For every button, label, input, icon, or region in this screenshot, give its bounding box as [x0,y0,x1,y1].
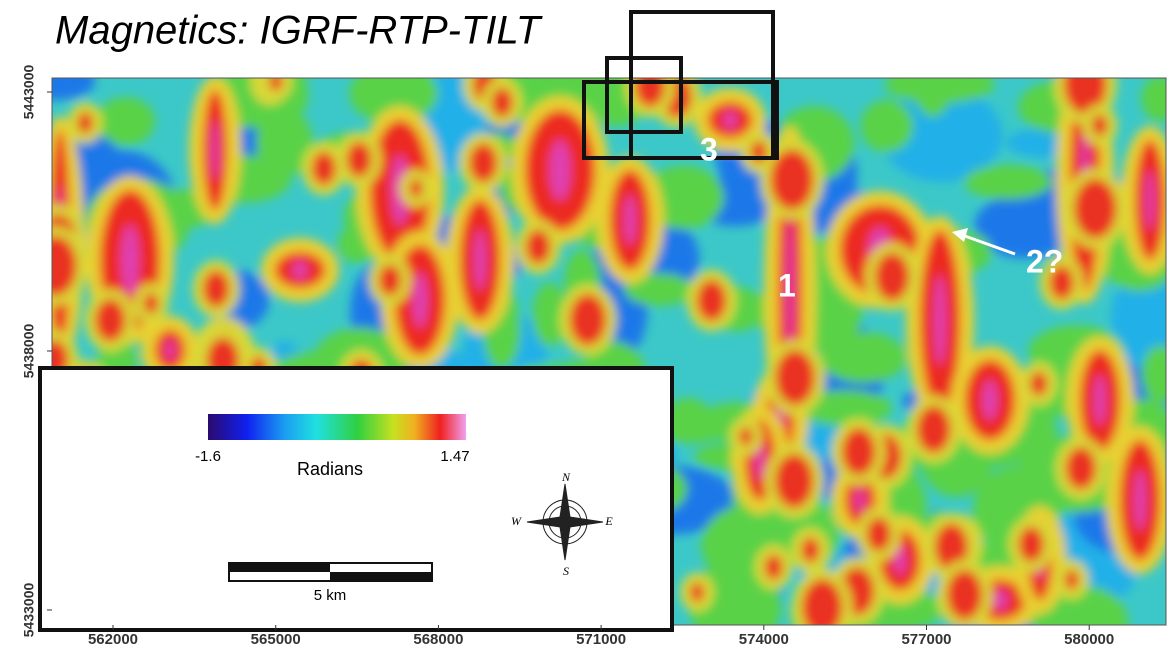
y-tick-label: 5443000 [21,65,37,120]
high-zone [1066,447,1096,489]
high-zone [293,261,308,279]
high-zone [917,406,951,453]
title: Magnetics: IGRF-RTP-TILT [55,9,543,53]
high-zone [739,427,752,445]
high-zone [413,273,428,328]
high-zone [166,340,175,360]
mid-zone [913,50,952,117]
high-zone [269,72,282,91]
high-zone [765,555,783,580]
high-zone [379,265,401,296]
colorbar [208,414,466,440]
x-tick-label: 562000 [88,631,138,648]
high-zone [842,428,876,475]
legend-box [40,368,672,630]
high-zone [550,140,571,200]
high-zone [492,88,513,117]
high-zone [934,275,946,365]
x-tick-label: 571000 [576,631,626,648]
x-tick-label: 568000 [413,631,463,648]
high-zone [1134,470,1146,530]
high-zone [203,270,229,307]
compass-n: N [561,470,571,484]
high-zone [867,517,891,551]
high-zone [635,65,665,107]
high-zone [474,230,486,290]
colorbar-min: -1.6 [195,448,221,465]
high-zone [690,583,704,602]
high-zone [1065,570,1079,589]
x-tick-label: 565000 [251,631,301,648]
x-tick-label: 574000 [739,631,789,648]
high-zone [983,380,998,420]
y-tick-label: 5438000 [21,324,37,379]
high-zone [1074,179,1117,239]
high-zone [1019,527,1044,562]
high-zone [993,590,1008,610]
high-zone [856,488,865,513]
y-tick-label: 5433000 [21,583,37,638]
high-zone [410,179,423,197]
high-zone [469,143,497,182]
high-zone [775,454,814,508]
high-zone [1092,114,1107,136]
high-zone [211,120,218,180]
high-zone [624,195,636,245]
high-zone [947,570,983,620]
high-zone [802,538,820,563]
high-zone [802,579,842,636]
high-zone [723,111,736,129]
high-zone [347,142,372,177]
annotation: 2? [1026,243,1063,279]
high-zone [1030,372,1047,396]
mid-zone [97,97,155,145]
high-zone [875,253,909,301]
compass-e: E [604,514,613,528]
colorbar-max: 1.47 [440,448,469,465]
high-zone [95,299,125,341]
colorbar-label: Radians [297,459,363,479]
high-zone [697,280,727,321]
high-zone [570,294,607,345]
high-zone [526,230,550,264]
x-tick-label: 577000 [901,631,951,648]
map-figure: Magnetics: IGRF-RTP-TILT 3 1 2? -1.6 1.4… [0,0,1169,651]
compass-w: W [511,514,522,528]
high-zone [775,350,815,405]
high-zone [144,293,159,313]
annotation: 1 [778,267,796,303]
mid-zone [860,100,913,152]
high-zone [34,236,77,296]
mid-zone [964,165,1052,200]
scale-label: 5 km [314,587,347,604]
high-zone [1146,170,1155,230]
high-zone [1094,375,1106,425]
x-tick-label: 580000 [1064,631,1114,648]
high-zone [121,225,139,295]
scale-bar [229,563,432,581]
annotation: 3 [700,131,718,167]
high-zone [78,112,93,133]
compass-s: S [563,564,569,578]
high-zone [312,152,336,185]
